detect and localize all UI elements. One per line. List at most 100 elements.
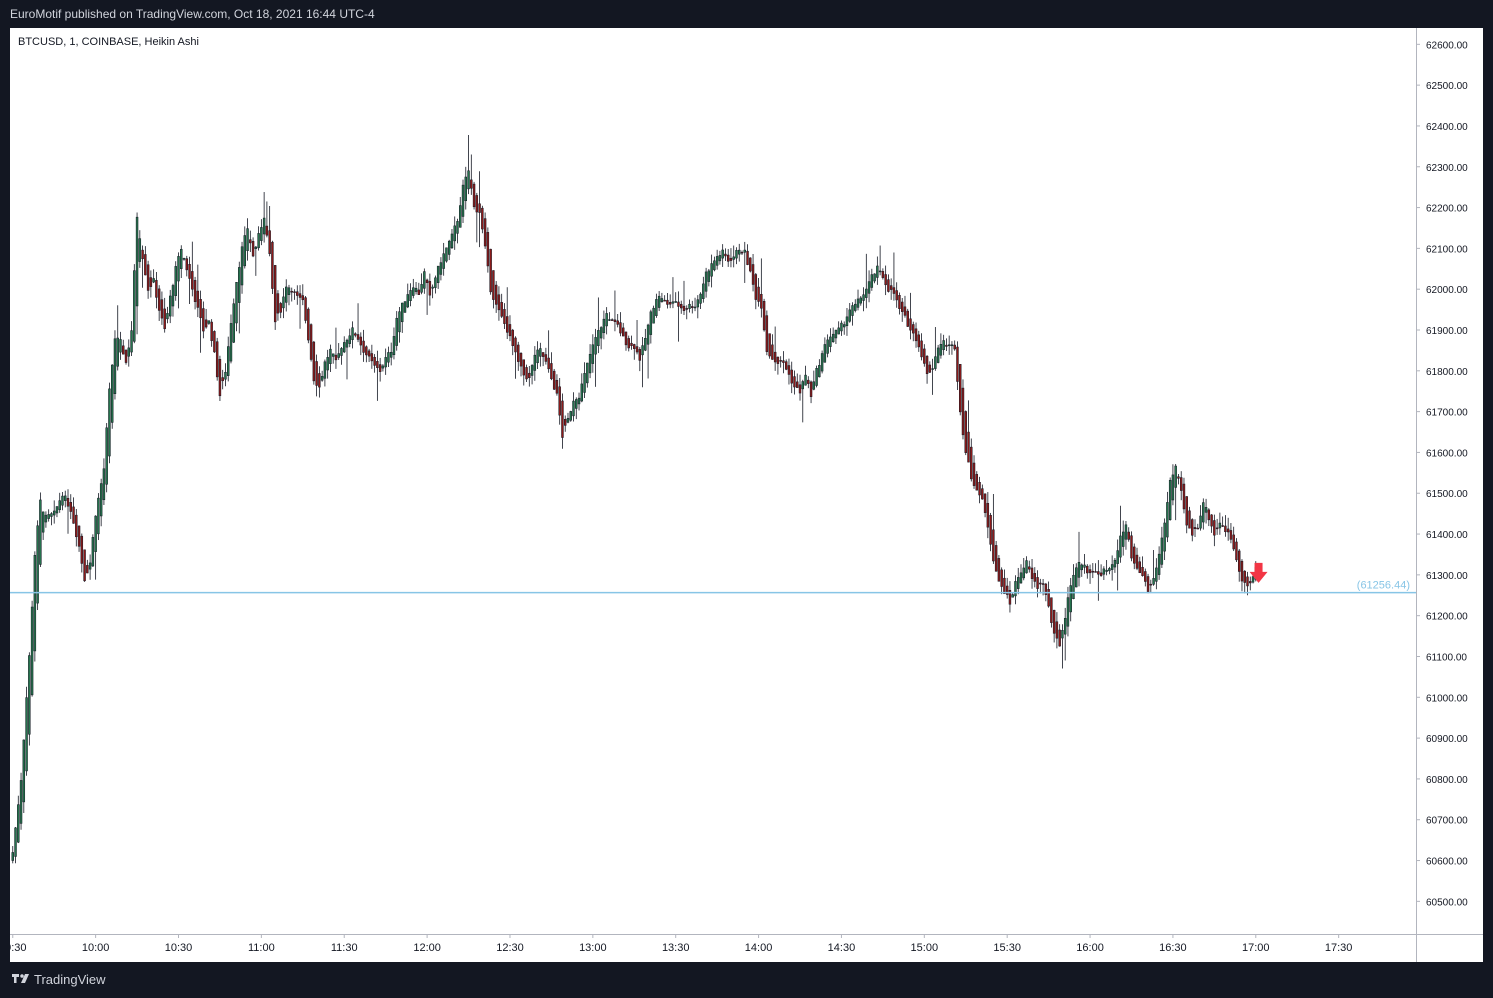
x-tick-label: 09:30 [10, 942, 27, 954]
candle [931, 358, 934, 395]
candle [293, 289, 296, 300]
candle [1188, 506, 1191, 529]
candle-body-down [762, 301, 766, 331]
candle-body-down [912, 324, 915, 334]
candle-body-down [1177, 476, 1180, 479]
candle-body-down [1149, 583, 1153, 586]
candle [870, 268, 874, 291]
candle-body-down [251, 241, 255, 257]
candle [801, 379, 804, 423]
candle [1149, 579, 1153, 593]
candle-body-up [1019, 572, 1023, 584]
candle-body-down [746, 250, 749, 265]
candle-body-up [36, 525, 39, 604]
candle [436, 265, 440, 289]
candle [232, 298, 235, 344]
candle [1124, 521, 1128, 550]
candle-body-down [146, 264, 150, 291]
candle-body-up [138, 238, 142, 262]
candle-body-down [365, 346, 368, 356]
candle [646, 323, 650, 379]
candle-body-up [50, 513, 53, 517]
candle-body-up [859, 297, 862, 304]
candle-body-down [1050, 597, 1053, 623]
y-tick-label: 61300.00 [1426, 571, 1468, 582]
candle [196, 264, 200, 318]
candle-body-down [889, 285, 893, 290]
candle-body-up [1199, 515, 1202, 529]
candle-body-up [1072, 574, 1075, 599]
candle [633, 343, 636, 360]
candle-body-up [434, 277, 437, 288]
candle [17, 795, 20, 844]
candle [552, 368, 556, 391]
candle-body-up [1083, 564, 1086, 568]
candle-body-down [544, 354, 548, 362]
candle [1168, 477, 1172, 521]
candle-body-up [815, 368, 818, 386]
candle [155, 272, 158, 309]
candle-body-down [213, 331, 216, 353]
candle [522, 359, 526, 386]
candle-body-down [204, 319, 208, 328]
candle [19, 772, 23, 830]
candle [649, 309, 653, 344]
candle-body-up [1116, 550, 1119, 564]
x-tick-label: 11:00 [248, 942, 275, 954]
candle-body-up [439, 262, 443, 275]
candle-body-down [561, 400, 564, 438]
candle-body-up [1014, 581, 1017, 597]
candle-body-down [215, 341, 219, 378]
candle-body-down [616, 320, 619, 325]
candle [83, 549, 86, 582]
candle-body-up [1025, 560, 1028, 574]
candle [213, 330, 216, 353]
candle-body-down [779, 360, 782, 362]
candle-body-down [1003, 577, 1006, 595]
candle [141, 245, 144, 288]
candle-body-down [992, 529, 995, 562]
y-tick-label: 62000.00 [1426, 285, 1468, 296]
y-tick-label: 62100.00 [1426, 244, 1468, 255]
candle-body-up [108, 388, 111, 457]
candle-body-down [668, 302, 672, 305]
candle [768, 333, 771, 359]
candle [207, 320, 211, 325]
candle [25, 686, 28, 776]
candle-body-down [1130, 535, 1133, 559]
candle-body-up [22, 739, 26, 803]
candlestick-chart[interactable]: 62600.00 62500.00 62400.00 62300.00 62200.00… [10, 28, 1483, 962]
candle-body-up [238, 267, 241, 303]
candle-body-down [928, 364, 932, 373]
tradingview-brand[interactable]: TradingView [12, 972, 106, 987]
candle [428, 273, 432, 306]
candle [624, 331, 628, 351]
candle [696, 295, 700, 319]
candle [884, 265, 887, 296]
candle [166, 306, 169, 324]
candle [135, 212, 139, 335]
candle-body-up [674, 301, 677, 303]
chart-frame[interactable]: 62600.00 62500.00 62400.00 62300.00 62200.00… [10, 28, 1483, 962]
candle-body-down [1146, 576, 1150, 593]
candle [947, 335, 951, 355]
candle [751, 253, 755, 292]
candle-body-up [539, 348, 542, 357]
candle-body-up [133, 270, 136, 342]
candle [1240, 559, 1244, 592]
candle [177, 252, 180, 309]
candle [486, 227, 490, 273]
candle-body-up [820, 353, 824, 372]
symbol-label[interactable]: BTCUSD, 1, COINBASE, Heikin Ashi [18, 36, 199, 48]
candle [273, 265, 277, 330]
candle [88, 554, 92, 580]
bottom-bar: TradingView [0, 962, 1493, 998]
candle-body-down [782, 360, 785, 363]
candle-body-up [533, 354, 537, 371]
candle [365, 345, 368, 363]
candle [1022, 557, 1025, 581]
candle-body-up [569, 411, 572, 421]
y-tick-label: 62300.00 [1426, 163, 1468, 174]
candle [818, 359, 821, 378]
candle-body-up [812, 381, 816, 390]
